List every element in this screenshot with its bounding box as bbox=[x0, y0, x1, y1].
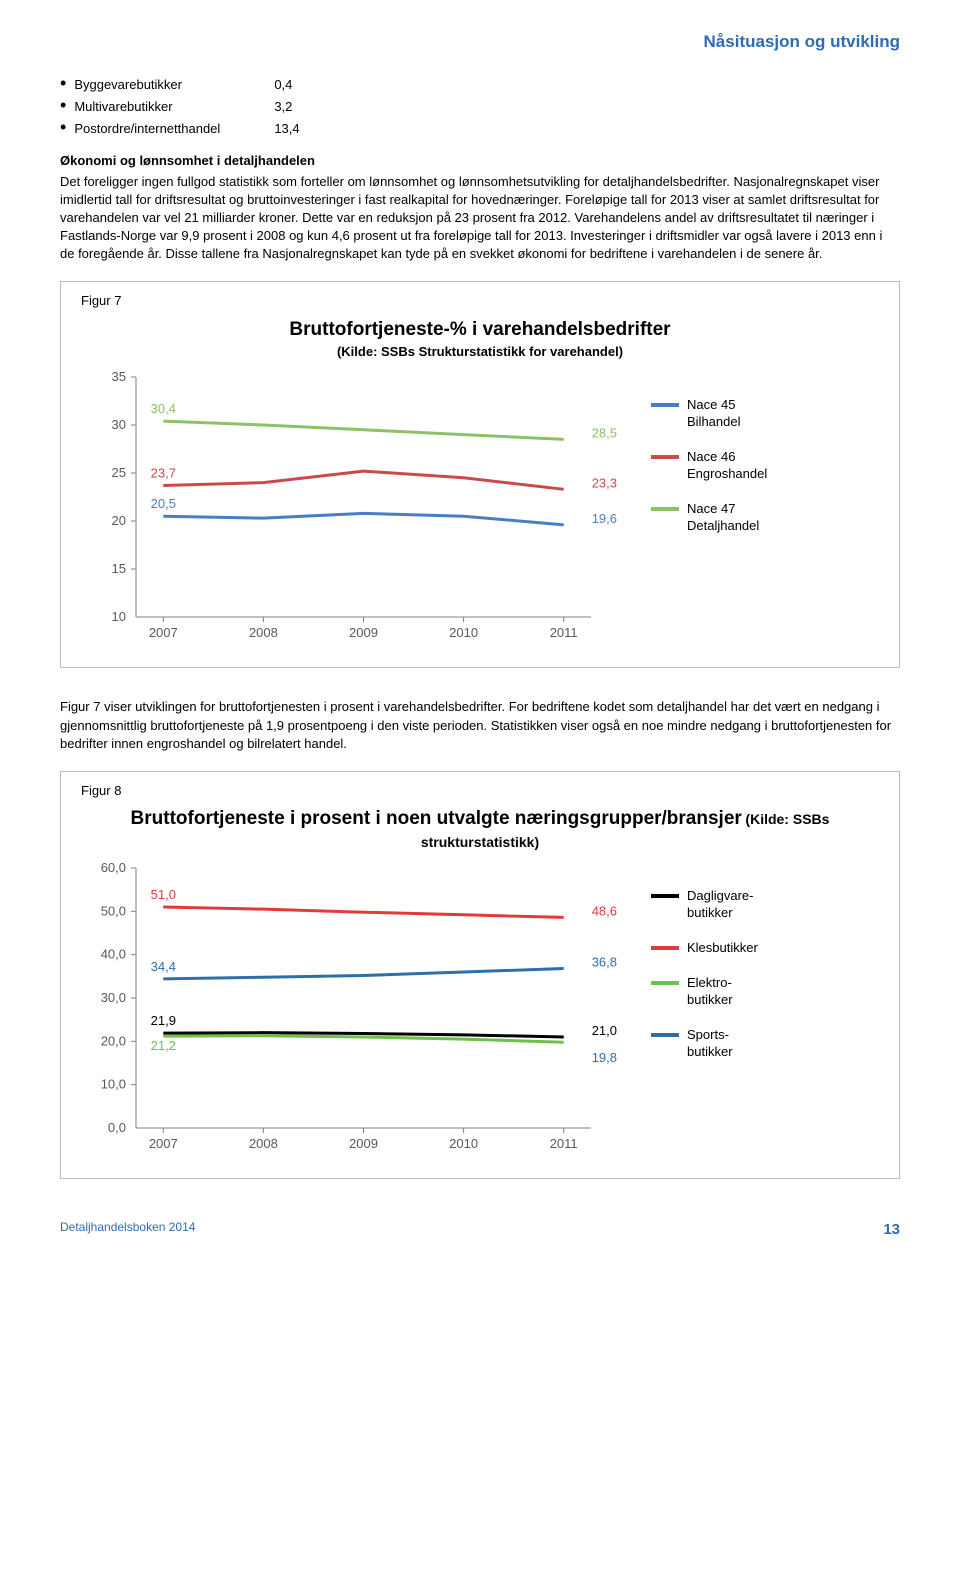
bullet-label: Byggevarebutikker bbox=[74, 76, 274, 94]
figure-8-title: Bruttofortjeneste i prosent i noen utval… bbox=[131, 808, 742, 829]
svg-text:2007: 2007 bbox=[149, 625, 178, 640]
svg-text:35: 35 bbox=[112, 369, 126, 384]
legend-swatch bbox=[651, 894, 679, 898]
svg-text:10,0: 10,0 bbox=[101, 1077, 126, 1092]
svg-text:21,9: 21,9 bbox=[151, 1013, 176, 1028]
svg-text:51,0: 51,0 bbox=[151, 887, 176, 902]
legend-text: Nace 47Detaljhandel bbox=[687, 501, 759, 535]
legend-item: Sports-butikker bbox=[651, 1027, 879, 1061]
bullet-icon: • bbox=[60, 74, 66, 92]
footer-page-number: 13 bbox=[883, 1219, 900, 1240]
svg-text:30: 30 bbox=[112, 417, 126, 432]
svg-text:48,6: 48,6 bbox=[592, 904, 617, 919]
legend-text: Elektro-butikker bbox=[687, 975, 733, 1009]
footer-left: Detaljhandelsboken 2014 bbox=[60, 1219, 195, 1240]
legend-swatch bbox=[651, 507, 679, 511]
legend-text: Nace 46Engroshandel bbox=[687, 449, 767, 483]
figure-7-chart: 10 15 20 25 30 35 2007 2008 2009 2010 2011 20,5 19,6… bbox=[81, 367, 641, 647]
svg-text:50,0: 50,0 bbox=[101, 904, 126, 919]
figure-8-legend: Dagligvare-butikker Klesbutikker Elektro-b… bbox=[641, 858, 879, 1158]
paragraph-1: Det foreligger ingen fullgod statistikk … bbox=[60, 173, 900, 264]
legend-text: Nace 45Bilhandel bbox=[687, 397, 741, 431]
bullet-value: 0,4 bbox=[274, 76, 292, 94]
svg-text:19,6: 19,6 bbox=[592, 511, 617, 526]
svg-text:20,0: 20,0 bbox=[101, 1034, 126, 1049]
svg-text:21,0: 21,0 bbox=[592, 1023, 617, 1038]
svg-text:23,3: 23,3 bbox=[592, 476, 617, 491]
bullet-value: 3,2 bbox=[274, 98, 292, 116]
figure-8-label: Figur 8 bbox=[81, 782, 879, 800]
bullet-value: 13,4 bbox=[274, 120, 299, 138]
bullet-icon: • bbox=[60, 96, 66, 114]
svg-text:20: 20 bbox=[112, 513, 126, 528]
bullet-item: • Byggevarebutikker0,4 bbox=[60, 74, 900, 94]
legend-swatch bbox=[651, 981, 679, 985]
svg-text:2008: 2008 bbox=[249, 1136, 278, 1151]
svg-text:2010: 2010 bbox=[449, 1136, 478, 1151]
figure-7-label: Figur 7 bbox=[81, 292, 879, 310]
svg-text:2007: 2007 bbox=[149, 1136, 178, 1151]
svg-text:0,0: 0,0 bbox=[108, 1120, 126, 1135]
figure-7-legend: Nace 45Bilhandel Nace 46Engroshandel Nace … bbox=[641, 367, 879, 647]
legend-item: Nace 46Engroshandel bbox=[651, 449, 879, 483]
figure-7-subtitle: (Kilde: SSBs Strukturstatistikk for vare… bbox=[81, 343, 879, 361]
svg-text:21,2: 21,2 bbox=[151, 1039, 176, 1054]
bullet-icon: • bbox=[60, 118, 66, 136]
figure-7-box: Figur 7 Bruttofortjeneste-% i varehandel… bbox=[60, 281, 900, 668]
bullet-item: • Postordre/internetthandel13,4 bbox=[60, 118, 900, 138]
legend-swatch bbox=[651, 1033, 679, 1037]
svg-text:2009: 2009 bbox=[349, 625, 378, 640]
legend-swatch bbox=[651, 403, 679, 407]
svg-text:25: 25 bbox=[112, 465, 126, 480]
svg-text:2008: 2008 bbox=[249, 625, 278, 640]
svg-text:2010: 2010 bbox=[449, 625, 478, 640]
legend-item: Klesbutikker bbox=[651, 940, 879, 957]
figure-8-box: Figur 8 Bruttofortjeneste i prosent i no… bbox=[60, 771, 900, 1179]
svg-text:60,0: 60,0 bbox=[101, 860, 126, 875]
bullet-item: • Multivarebutikker3,2 bbox=[60, 96, 900, 116]
svg-text:40,0: 40,0 bbox=[101, 947, 126, 962]
figure-7-title: Bruttofortjeneste-% i varehandelsbedrift… bbox=[81, 317, 879, 344]
figure-8-chart: 0,0 10,0 20,0 30,0 40,0 50,0 60,0 2007 2008 2009 2… bbox=[81, 858, 641, 1158]
svg-text:34,4: 34,4 bbox=[151, 959, 176, 974]
subheading: Økonomi og lønnsomhet i detaljhandelen bbox=[60, 152, 900, 170]
bullet-list: • Byggevarebutikker0,4 • Multivarebutikker3… bbox=[60, 74, 900, 139]
bullet-label: Multivarebutikker bbox=[74, 98, 274, 116]
legend-item: Dagligvare-butikker bbox=[651, 888, 879, 922]
svg-text:28,5: 28,5 bbox=[592, 426, 617, 441]
legend-text: Klesbutikker bbox=[687, 940, 758, 957]
legend-item: Elektro-butikker bbox=[651, 975, 879, 1009]
svg-text:23,7: 23,7 bbox=[151, 466, 176, 481]
svg-text:30,0: 30,0 bbox=[101, 990, 126, 1005]
svg-text:30,4: 30,4 bbox=[151, 402, 176, 417]
svg-text:2011: 2011 bbox=[550, 1136, 578, 1151]
legend-text: Sports-butikker bbox=[687, 1027, 733, 1061]
svg-text:19,8: 19,8 bbox=[592, 1051, 617, 1066]
legend-item: Nace 47Detaljhandel bbox=[651, 501, 879, 535]
svg-text:20,5: 20,5 bbox=[151, 497, 176, 512]
page-header: Nåsituasjon og utvikling bbox=[60, 30, 900, 54]
legend-swatch bbox=[651, 946, 679, 950]
svg-text:2009: 2009 bbox=[349, 1136, 378, 1151]
bullet-label: Postordre/internetthandel bbox=[74, 120, 274, 138]
svg-text:10: 10 bbox=[112, 609, 126, 624]
svg-text:36,8: 36,8 bbox=[592, 955, 617, 970]
page-footer: Detaljhandelsboken 2014 13 bbox=[60, 1219, 900, 1240]
legend-item: Nace 45Bilhandel bbox=[651, 397, 879, 431]
svg-text:2011: 2011 bbox=[550, 625, 578, 640]
paragraph-2: Figur 7 viser utviklingen for bruttofort… bbox=[60, 698, 900, 753]
svg-text:15: 15 bbox=[112, 561, 126, 576]
legend-swatch bbox=[651, 455, 679, 459]
legend-text: Dagligvare-butikker bbox=[687, 888, 753, 922]
